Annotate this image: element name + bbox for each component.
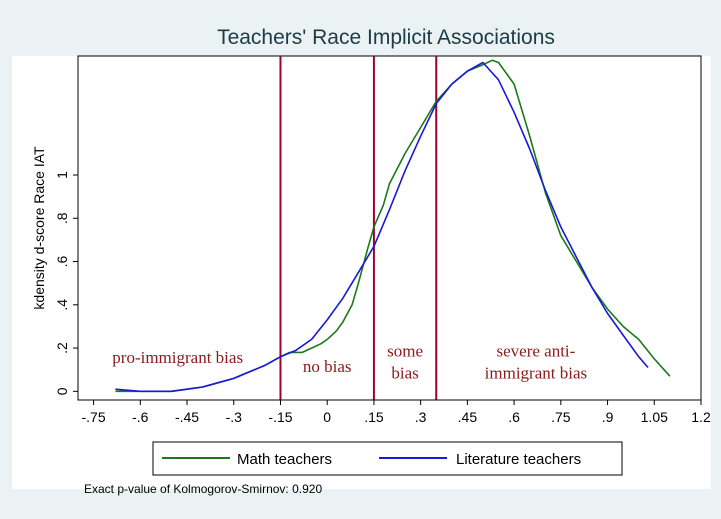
legend-label-literature: Literature teachers bbox=[456, 451, 581, 468]
x-tick-label: .3 bbox=[415, 409, 427, 425]
x-tick-label: -.6 bbox=[132, 409, 149, 425]
chart-title: Teachers' Race Implicit Associations bbox=[217, 26, 555, 49]
legend: Math teachers Literature teachers bbox=[152, 441, 623, 476]
x-axis: -.75 -.6 -.45 -.3 -.15 0 .15 .3 .45 .6 .75 .9 1.05 1.… bbox=[78, 399, 711, 425]
legend-label-math: Math teachers bbox=[237, 451, 332, 468]
x-tick-label: .45 bbox=[458, 409, 478, 425]
y-axis: 0 .2 .4 .6 .8 1 bbox=[54, 56, 79, 400]
y-tick-label: 1 bbox=[54, 171, 70, 179]
y-tick-label: .4 bbox=[54, 299, 70, 311]
region-label-line: pro-immigrant bias bbox=[112, 348, 243, 367]
plot-area bbox=[77, 55, 702, 401]
x-tick-label: 1.2 bbox=[691, 409, 711, 425]
x-tick-label: -.45 bbox=[175, 409, 199, 425]
x-tick-label: 0 bbox=[323, 409, 331, 425]
y-tick-label: .6 bbox=[54, 255, 70, 267]
y-axis-label: kdensity d-score Race IAT bbox=[31, 146, 47, 310]
region-label-0: pro-immigrant bias bbox=[112, 348, 243, 367]
region-label-line: severe anti- bbox=[496, 342, 575, 361]
density-series bbox=[115, 59, 671, 393]
region-labels: pro-immigrant bias no bias some bias severe … bbox=[112, 342, 587, 383]
region-label-3: severe anti-immigrant bias bbox=[485, 342, 587, 383]
x-tick-label: -.15 bbox=[268, 409, 292, 425]
region-label-line: immigrant bias bbox=[485, 364, 587, 383]
region-label-line: no bias bbox=[303, 357, 352, 376]
region-label-2: some bias bbox=[387, 342, 423, 383]
region-label-1: no bias bbox=[303, 357, 352, 376]
y-tick-label: .8 bbox=[54, 212, 70, 224]
x-tick-label: 1.05 bbox=[641, 409, 668, 425]
region-label-line: bias bbox=[391, 364, 418, 383]
x-tick-label: .9 bbox=[602, 409, 614, 425]
x-tick-label: -.75 bbox=[82, 409, 106, 425]
x-tick-label: .6 bbox=[508, 409, 520, 425]
y-tick-label: .2 bbox=[54, 342, 70, 354]
x-tick-label: -.3 bbox=[226, 409, 243, 425]
region-label-line: some bbox=[387, 342, 423, 361]
y-tick-label: 0 bbox=[54, 387, 70, 395]
x-tick-label: .75 bbox=[551, 409, 571, 425]
series-line-literature bbox=[115, 61, 649, 393]
x-tick-label: .15 bbox=[364, 409, 384, 425]
ks-test-note: Exact p-value of Kolmogorov-Smirnov: 0.9… bbox=[84, 482, 322, 496]
